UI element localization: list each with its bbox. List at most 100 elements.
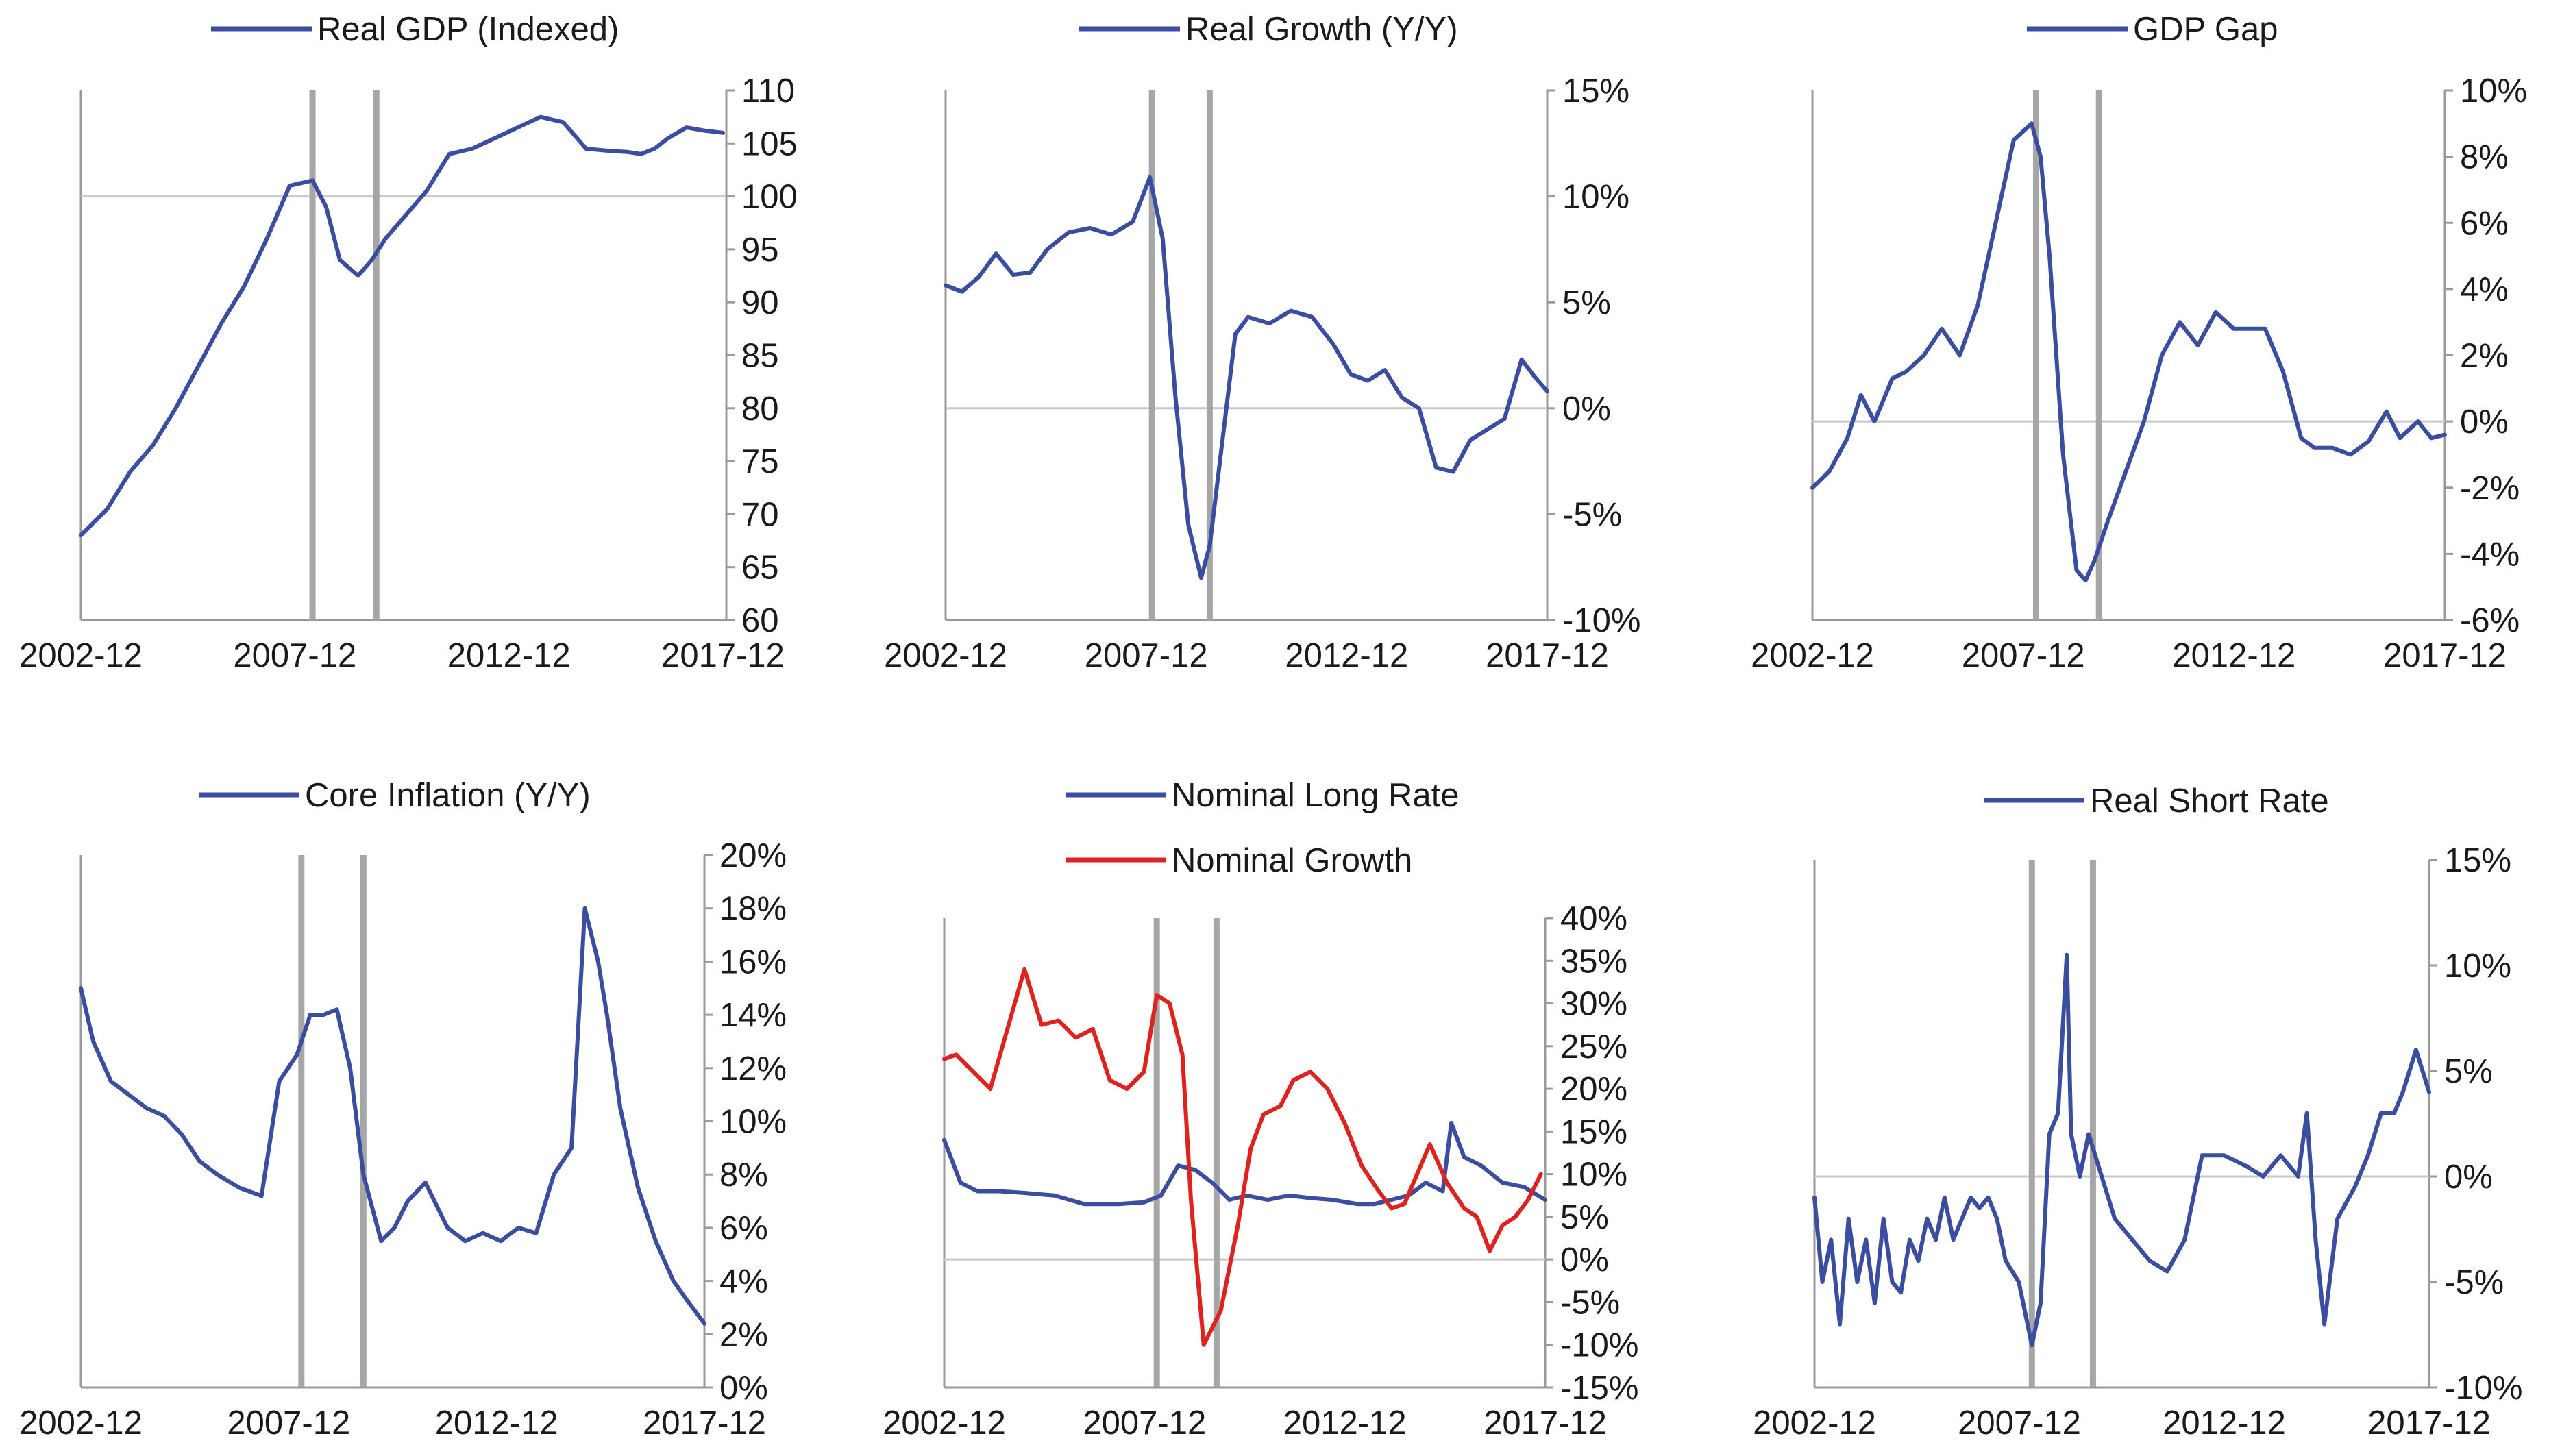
series-line-1: [942, 1120, 1547, 1207]
y-tick-label: 0%: [2460, 404, 2509, 441]
y-tick-label: 0%: [2444, 1159, 2493, 1196]
y-tick-label: 4%: [719, 1263, 768, 1300]
x-tick-label: 2002-12: [1753, 1405, 1876, 1442]
y-tick-label: 35%: [1560, 943, 1627, 980]
y-tick-label: 20%: [719, 837, 787, 874]
x-tick-label: 2012-12: [1285, 637, 1408, 674]
x-tick-label: 2002-12: [883, 1405, 1006, 1442]
series-line-2: [942, 967, 1543, 1347]
y-tick-label: 8%: [719, 1157, 768, 1194]
legend-label: Real GDP (Indexed): [317, 11, 619, 48]
chart-panel-real-growth: -10% -5% 0% 5% 10% 15% 2002-12 2007-12 2012-12 20…: [884, 11, 1640, 674]
legend-label: Nominal Long Rate: [1172, 777, 1459, 814]
x-tick-label: 2002-12: [884, 637, 1007, 674]
y-tick-label: -6%: [2460, 602, 2520, 639]
legend-label: Real Short Rate: [2090, 782, 2329, 819]
y-tick-label: 14%: [719, 997, 787, 1034]
x-tick-label: 2007-12: [1083, 1405, 1206, 1442]
x-tick-label: 2017-12: [2367, 1405, 2491, 1442]
y-tick-label: 10%: [1560, 1157, 1627, 1194]
chart-panel-core-inflation: 0% 2% 4% 6% 8% 10% 12% 14% 16% 18% 20% 2002-12 2007-…: [19, 777, 787, 1442]
x-tick-label: 2007-12: [1085, 637, 1208, 674]
y-tick-label: -5%: [2444, 1264, 2504, 1301]
y-tick-label: 80: [741, 391, 779, 428]
y-tick-label: 70: [741, 496, 779, 533]
y-tick-label: 16%: [719, 943, 787, 980]
x-tick-label: 2017-12: [661, 637, 785, 674]
y-tick-label: 6%: [719, 1210, 768, 1247]
y-tick-label: 0%: [719, 1370, 768, 1407]
y-tick-label: -2%: [2460, 470, 2520, 507]
y-tick-label: 18%: [719, 891, 787, 928]
y-tick-label: 5%: [1560, 1199, 1609, 1236]
x-tick-label: 2002-12: [19, 637, 143, 674]
y-tick-label: -4%: [2460, 536, 2520, 573]
y-tick-label: 12%: [719, 1050, 787, 1087]
x-tick-label: 2002-12: [1751, 637, 1874, 674]
y-tick-label: 110: [741, 73, 795, 110]
x-tick-label: 2007-12: [233, 637, 356, 674]
series-line-1: [944, 175, 1549, 580]
y-tick-label: -5%: [1562, 496, 1622, 533]
y-tick-label: 4%: [2460, 271, 2509, 308]
y-tick-label: -10%: [2444, 1370, 2522, 1407]
x-tick-label: 2007-12: [1962, 637, 2085, 674]
legend-label: Nominal Growth: [1172, 842, 1412, 879]
y-tick-label: 30%: [1560, 986, 1627, 1023]
y-tick-label: 10%: [719, 1104, 787, 1141]
x-tick-label: 2012-12: [435, 1405, 558, 1442]
y-tick-label: 0%: [1560, 1242, 1609, 1279]
x-tick-label: 2002-12: [19, 1405, 143, 1442]
y-tick-label: 100: [741, 179, 798, 216]
legend-label: GDP Gap: [2133, 11, 2278, 48]
x-tick-label: 2007-12: [227, 1405, 350, 1442]
x-tick-label: 2017-12: [643, 1405, 766, 1442]
y-tick-label: 40%: [1560, 900, 1627, 937]
y-tick-label: 60: [741, 602, 779, 639]
y-tick-label: 10%: [1562, 179, 1629, 216]
y-tick-label: 0%: [1562, 391, 1611, 428]
x-tick-label: 2012-12: [2172, 637, 2295, 674]
y-tick-label: 95: [741, 232, 779, 269]
y-tick-label: 2%: [2460, 338, 2509, 375]
legend-label: Core Inflation (Y/Y): [305, 777, 591, 814]
y-tick-label: 20%: [1560, 1071, 1627, 1108]
y-tick-label: -15%: [1560, 1370, 1638, 1407]
x-tick-label: 2017-12: [1484, 1405, 1607, 1442]
y-tick-label: 105: [741, 125, 798, 162]
y-tick-label: 5%: [1562, 284, 1611, 321]
y-tick-label: 75: [741, 443, 779, 480]
y-tick-label: 85: [741, 338, 779, 375]
chart-panel-real-short-rate: -10% -5% 0% 5% 10% 15% 2002-12 2007-12 2012-12 20…: [1753, 782, 2522, 1442]
y-tick-label: 10%: [2444, 948, 2511, 985]
x-tick-label: 2017-12: [2383, 637, 2507, 674]
legend-label: Real Growth (Y/Y): [1185, 11, 1458, 48]
x-tick-label: 2017-12: [1486, 637, 1609, 674]
y-tick-label: 25%: [1560, 1028, 1627, 1065]
series-line-1: [1812, 952, 2431, 1348]
y-tick-label: -10%: [1560, 1327, 1638, 1364]
series-line-1: [79, 114, 725, 538]
y-tick-label: 65: [741, 550, 779, 587]
y-tick-label: 90: [741, 284, 779, 321]
x-tick-label: 2012-12: [1283, 1405, 1407, 1442]
y-tick-label: -10%: [1562, 602, 1640, 639]
y-tick-label: 10%: [2460, 73, 2527, 110]
y-tick-label: 6%: [2460, 205, 2509, 242]
y-tick-label: 5%: [2444, 1053, 2493, 1090]
y-tick-label: 8%: [2460, 139, 2509, 176]
chart-panel-real-gdp: 60 65 70 75 80 85 90 95 100 105 110 2002-12 2007-12 2…: [19, 11, 798, 674]
chart-panel-nominal-rates: -15% -10% -5% 0% 5% 10% 15% 20% 25% 30% 35% 40% 2002…: [883, 777, 1638, 1442]
y-tick-label: -5%: [1560, 1284, 1620, 1321]
x-tick-label: 2012-12: [447, 637, 571, 674]
y-tick-label: 15%: [1562, 73, 1629, 110]
y-tick-label: 15%: [2444, 842, 2511, 879]
x-tick-label: 2012-12: [2163, 1405, 2286, 1442]
y-tick-label: 15%: [1560, 1113, 1627, 1150]
y-tick-label: 2%: [719, 1316, 768, 1353]
x-tick-label: 2007-12: [1958, 1405, 2081, 1442]
series-line-1: [79, 906, 706, 1326]
chart-panel-gdp-gap: -6% -4% -2% 0% 2% 4% 6% 8% 10% 2002-12 2007-12 2012…: [1751, 11, 2527, 674]
series-line-1: [1810, 121, 2447, 582]
